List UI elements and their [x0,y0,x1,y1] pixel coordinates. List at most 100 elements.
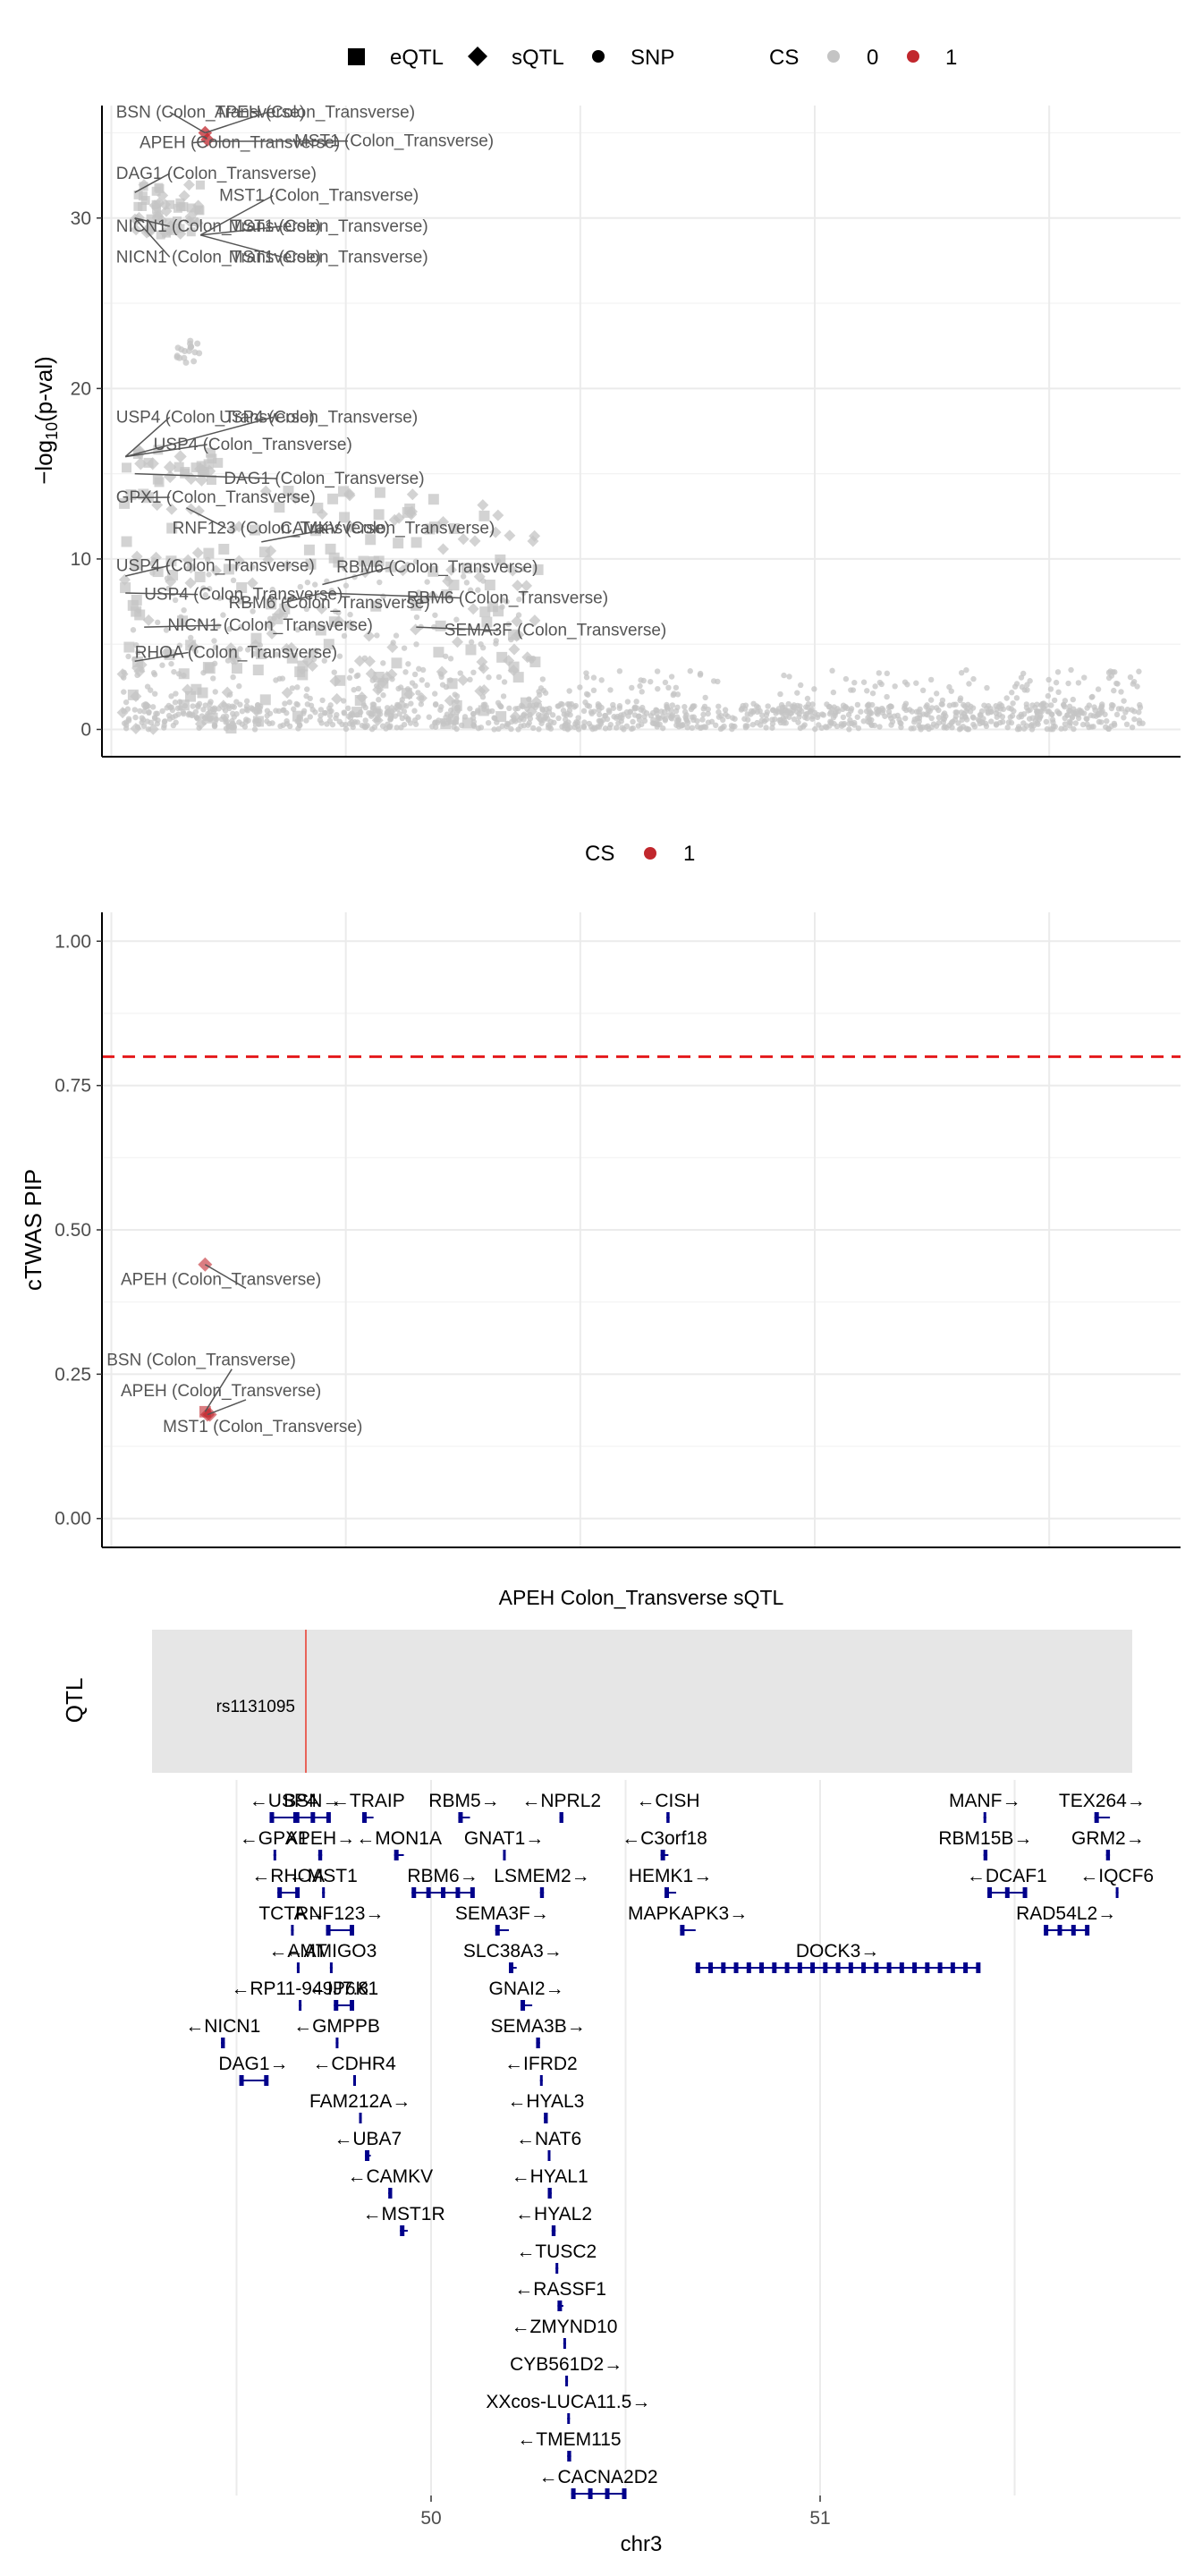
snp-point [211,707,218,713]
eqtl-point [249,524,260,536]
snp-point [1096,707,1103,714]
sqtl-point [525,705,538,717]
eqtl-point [180,468,190,479]
snp-point [275,708,283,715]
snp-point [630,724,636,732]
gene-item: ←RASSF1 [514,2279,606,2311]
sqtl-point [403,688,416,700]
snp-point [173,691,179,697]
gene-exon [721,1962,726,1973]
snp-point [424,579,430,585]
sqtl-point [224,642,237,655]
snp-point [654,668,661,674]
snp-point [493,638,499,644]
snp-point [521,589,527,597]
snp-point [1092,707,1098,714]
snp-point [317,707,325,713]
snp-point [876,724,883,730]
eqtl-point [393,538,404,549]
label-leader-line [125,592,199,596]
sqtl-point [280,642,292,655]
snp-point [347,611,353,618]
snp-point [876,708,882,714]
snp-point [1096,711,1103,718]
sqtl-point [521,651,534,664]
snp-point [289,685,296,691]
snp-point [355,672,361,679]
y-tick-label: 10 [71,549,91,570]
sqtl-point [165,503,178,515]
snp-point [1137,701,1143,708]
sqtl-point [507,665,520,677]
snp-point [312,581,318,588]
snp-point [359,722,366,729]
snp-point [702,694,708,701]
sqtl-point [264,618,276,631]
sqtl-point [142,614,155,626]
snp-point [1130,681,1137,687]
snp-point [797,724,804,732]
gene-exon [886,1962,892,1973]
sqtl-point [233,555,245,567]
snp-point [1062,698,1069,704]
snp-point [952,713,960,719]
snp-point [303,606,310,613]
gene-item: ←TUSC2 [516,2241,597,2274]
sqtl-point [226,522,239,535]
snp-point [226,626,233,632]
gene-exon [353,2075,356,2086]
snp-point [169,714,176,721]
snp-point [239,708,246,715]
snp-point [401,708,408,715]
eqtl-point [484,580,495,591]
snp-point [855,724,862,732]
snp-point [759,712,766,718]
snp-point [1029,715,1036,721]
eqtl-point [411,537,422,548]
snp-point [629,684,635,691]
snp-point [250,564,256,571]
sqtl-point [118,573,131,586]
gene-exon [317,1850,323,1860]
snp-point [1081,674,1088,681]
snp-point [941,710,948,716]
label-leader-line [125,416,274,458]
snp-point [131,707,138,713]
gene-exon [458,1812,463,1823]
gene-exon [365,2150,370,2161]
sqtl-point [194,717,207,730]
sqtl-point [444,694,456,707]
eqtl-point [461,717,473,729]
sqtl-point [467,603,479,615]
sqtl-point [164,470,177,484]
gene-exon [1044,1925,1049,1936]
gene-label: USP4 (Colon_Transverse) [154,436,352,454]
snp-point [917,724,924,731]
eqtl-point [333,556,344,568]
gene-item: ←ZMYND10 [511,2317,618,2349]
legend-snp-dot-icon [592,50,605,63]
gene-label: APEH (Colon_Transverse) [140,134,340,153]
gene-item: ←RP11-949J7.8 [231,1979,368,2011]
snp-point [826,710,834,717]
snp-point [171,668,177,675]
snp-point [475,725,482,732]
snp-point [530,724,537,732]
sqtl-point [148,199,161,212]
snp-point [902,679,909,685]
sqtl-point [365,667,377,680]
snp-point [583,670,589,676]
snp-point [781,672,787,679]
eqtl-point [448,522,460,534]
snp-point [851,680,858,686]
snp-point [778,708,785,715]
snp-point [662,679,669,686]
snp-point [432,691,438,697]
gene-item: GNAI2→ [489,1979,564,2011]
snp-point [801,722,808,728]
snp-point [933,691,940,697]
gene-name: ←UBA7 [334,2129,402,2149]
snp-point [172,597,179,604]
sqtl-point [259,485,272,497]
sqtl-point [457,674,470,686]
